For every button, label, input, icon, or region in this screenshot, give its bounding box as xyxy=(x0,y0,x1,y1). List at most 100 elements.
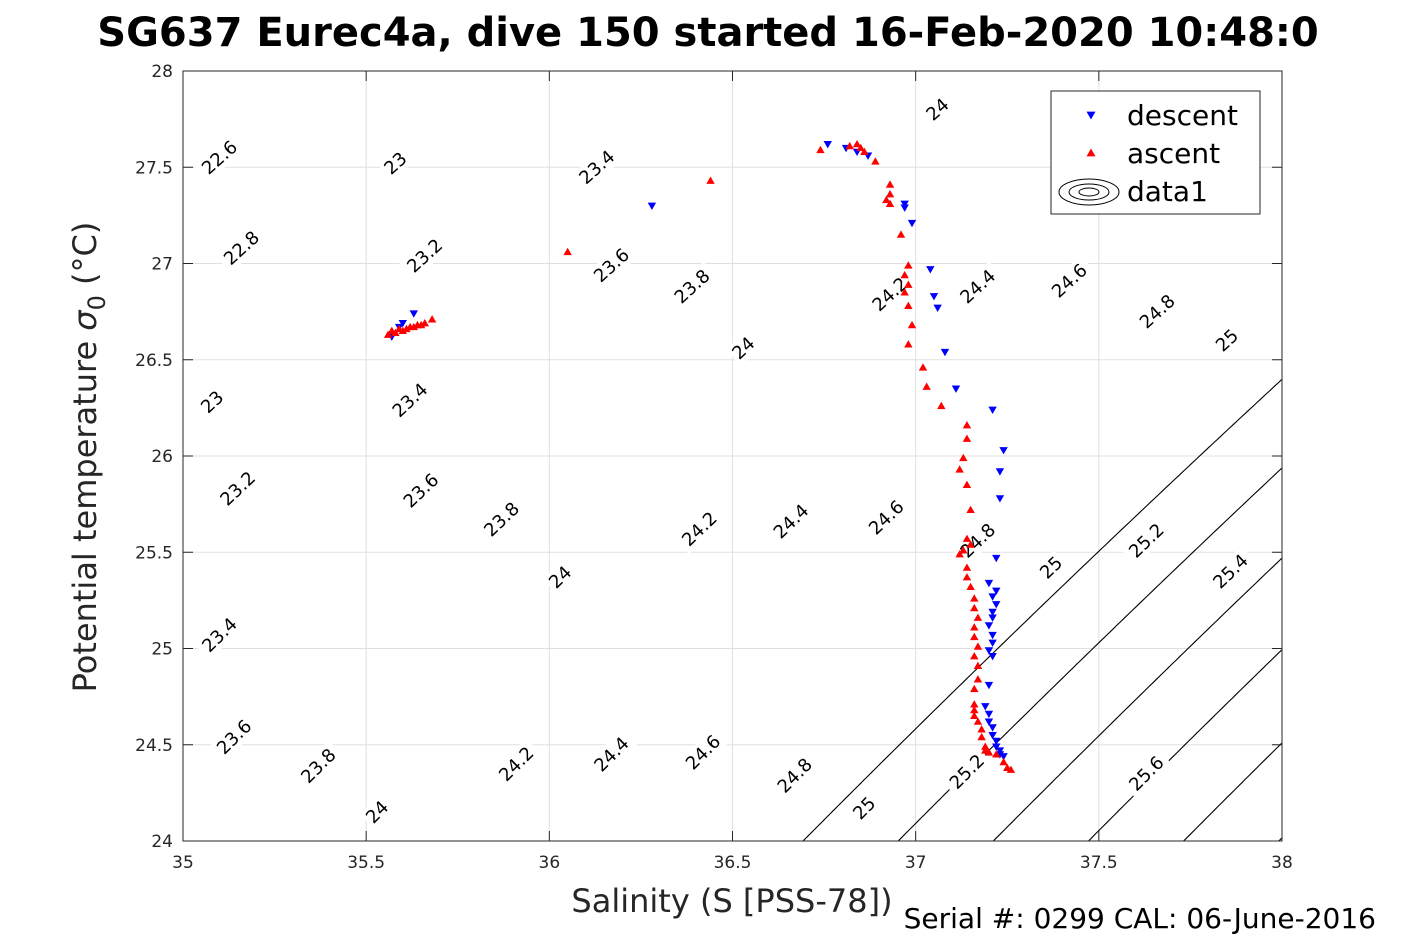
isopycnal-label-group: 24.6 xyxy=(1043,255,1096,306)
ascent-point xyxy=(845,141,854,150)
isopycnal-label-bg xyxy=(1131,286,1184,337)
x-tick-label: 37 xyxy=(905,853,927,873)
descent-point xyxy=(988,608,997,617)
ascent-point xyxy=(970,684,979,693)
descent-point xyxy=(907,219,917,228)
descent-point xyxy=(988,724,997,732)
legend-label-ascent: ascent xyxy=(1127,137,1220,170)
ascent-point xyxy=(856,143,865,152)
ascent-point xyxy=(563,247,572,256)
x-tick-label: 36 xyxy=(539,853,561,873)
isopycnal-label-bg xyxy=(1033,549,1069,586)
ascent-point xyxy=(981,742,990,750)
ascent-point xyxy=(885,180,895,188)
isopycnal-label-bg xyxy=(215,223,268,274)
ascent-point xyxy=(409,322,418,331)
y-tick-label: 26 xyxy=(151,447,173,467)
legend-marker-contour xyxy=(1058,178,1120,206)
descent-point xyxy=(984,681,994,690)
ascent-point xyxy=(973,717,983,725)
x-tick-label: 35 xyxy=(172,853,194,873)
isopycnal-label-bg xyxy=(212,463,264,514)
isopycnal-line xyxy=(802,378,1282,841)
ascent-point xyxy=(896,230,906,238)
isopycnal-line xyxy=(992,557,1282,841)
descent-point xyxy=(900,204,909,212)
descent-point xyxy=(992,587,1001,595)
isopycnal-label-bg xyxy=(193,132,246,183)
descent-point xyxy=(398,320,407,328)
ascent-point xyxy=(937,401,946,410)
y-axis-label-main: Potential temperature xyxy=(66,331,104,693)
descent-point xyxy=(992,554,1001,563)
descent-point xyxy=(999,447,1008,455)
y-tick-label: 24.5 xyxy=(135,736,173,756)
ascent-point xyxy=(973,613,983,621)
ascent-point xyxy=(970,632,979,641)
x-axis-label: Salinity (S [PSS-78]) xyxy=(571,882,892,920)
legend-marker-descent xyxy=(1086,111,1096,120)
ascent-point xyxy=(918,363,928,371)
descent-point xyxy=(409,310,418,318)
isopycnal-line xyxy=(1087,648,1282,841)
descent-point xyxy=(984,622,994,630)
descent-point xyxy=(995,468,1005,476)
y-tick-label: 25 xyxy=(151,640,173,660)
density-contours xyxy=(802,378,1282,841)
isopycnal-line xyxy=(1278,837,1282,841)
ascent-point xyxy=(970,711,979,720)
axis-ticks: 35 35.5 36 36.5 37 37.5 38 24 24.5 25 25.5 26 26.5 27… xyxy=(135,62,1293,873)
y-tick-label: 24 xyxy=(151,832,173,852)
y-axis-label-subscript: 0 xyxy=(83,295,111,310)
descent-point xyxy=(988,593,997,601)
y-axis-label-sigma: σ xyxy=(66,309,104,331)
descent-point xyxy=(988,731,997,740)
ascent-point xyxy=(955,465,964,473)
ascent-point xyxy=(970,594,979,602)
ascent-point xyxy=(970,652,979,660)
isopycnal-label-bg xyxy=(666,261,719,312)
isopycnal-label-bg xyxy=(725,330,762,366)
descent-point xyxy=(940,348,950,357)
descent-point xyxy=(900,200,909,209)
ascent-point xyxy=(977,725,986,733)
y-axis-label: Potential temperature σ0 (°C) xyxy=(66,222,111,693)
ascent-point xyxy=(1006,765,1016,773)
ascent-point xyxy=(962,563,972,571)
ascent-point xyxy=(984,748,994,756)
isopycnal-label-bg xyxy=(586,728,638,780)
ascent-point xyxy=(904,340,913,348)
isopycnal-label-bg xyxy=(359,794,395,830)
legend-label-descent: descent xyxy=(1127,99,1238,132)
ascent-point xyxy=(955,549,964,558)
descent-point xyxy=(823,141,832,149)
isopycnal-label-bg xyxy=(769,750,821,802)
legend-label-data1: data1 xyxy=(1127,175,1208,208)
ascent-point xyxy=(860,147,869,155)
isopycnal-label-bg xyxy=(571,142,623,193)
ascent-point xyxy=(962,421,972,429)
isopycnal-label-bg xyxy=(765,496,817,547)
isopycnal-label-bg xyxy=(585,240,638,291)
descent-point xyxy=(984,710,994,719)
isopycnal-label-bg xyxy=(1209,322,1245,359)
ascent-point xyxy=(904,261,913,269)
descent-point xyxy=(995,747,1005,755)
ascent-point xyxy=(706,176,715,184)
ascent-point xyxy=(900,270,909,279)
isopycnal-label-bg xyxy=(677,726,729,778)
legend-descent-triangle xyxy=(1086,111,1096,120)
descent-point xyxy=(999,753,1008,761)
isopycnal-label-bg xyxy=(864,269,916,320)
ascent-point xyxy=(871,157,880,165)
isopycnal-label-bg xyxy=(542,559,579,595)
descent-point xyxy=(988,406,997,414)
x-tick-label: 36.5 xyxy=(714,853,752,873)
ascent-point xyxy=(885,190,895,198)
ascent-point xyxy=(977,732,986,741)
isopycnal-label-bg xyxy=(919,91,956,128)
serial-calibration-note: Serial #: 0299 CAL: 06-June-2016 xyxy=(904,902,1376,935)
isopycnal-label-group: 24.4 xyxy=(586,728,638,780)
isopycnal-label-bg xyxy=(398,230,451,281)
